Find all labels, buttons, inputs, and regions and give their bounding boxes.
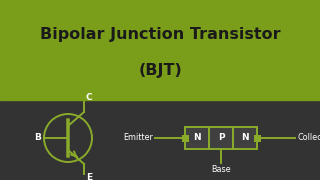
Text: P: P [218, 134, 224, 143]
Bar [209, 127, 233, 149]
Bar [181, 134, 188, 141]
Text: Emitter: Emitter [123, 134, 153, 143]
Text: (BJT): (BJT) [138, 62, 182, 78]
Bar [253, 134, 260, 141]
Text: Base: Base [211, 165, 231, 174]
Text: E: E [86, 174, 92, 180]
Text: B: B [35, 134, 41, 143]
Bar [185, 127, 209, 149]
Text: N: N [241, 134, 249, 143]
Text: Collector: Collector [297, 134, 320, 143]
Text: C: C [86, 93, 92, 102]
Text: N: N [193, 134, 201, 143]
Bar [0, 0, 320, 100]
Bar [233, 127, 257, 149]
Text: Bipolar Junction Transistor: Bipolar Junction Transistor [40, 28, 280, 42]
